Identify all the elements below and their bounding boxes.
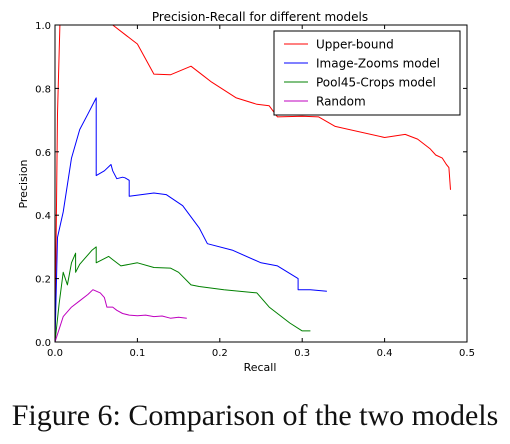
y-tick-label: 0.6 <box>35 148 51 159</box>
precision-recall-chart: Precision-Recall for different models 0.… <box>17 10 475 374</box>
y-tick-label: 0.2 <box>35 275 51 286</box>
x-tick-label: 0.2 <box>212 348 228 359</box>
legend: Upper-bound Image-Zooms model Pool45-Crops… <box>273 30 461 116</box>
legend-label-pool45-crops-model: Pool45-Crops model <box>316 76 436 90</box>
axes-frame <box>54 24 468 343</box>
y-tick-label: 0.8 <box>35 84 51 95</box>
series-line-image-zooms-model <box>55 97 327 342</box>
series-line-pool45-crops-model <box>55 246 311 342</box>
legend-label-image-zooms-model: Image-Zooms model <box>316 57 440 71</box>
x-tick-label: 0.5 <box>459 348 475 359</box>
x-axis-label: Recall <box>244 361 277 374</box>
series-line-upper-bound <box>55 25 451 342</box>
x-tick-label: 0.1 <box>129 348 145 359</box>
y-tick-label: 0.4 <box>35 211 51 222</box>
x-tick-label: 0.3 <box>294 348 310 359</box>
chart-title: Precision-Recall for different models <box>152 10 368 24</box>
legend-label-upper-bound: Upper-bound <box>316 38 394 52</box>
figure-caption: Figure 6: Comparison of the two models <box>11 399 499 432</box>
series-lines <box>55 25 451 342</box>
y-tick-label: 1.0 <box>35 21 51 32</box>
series-line-random <box>55 289 187 342</box>
y-tick-label: 0.0 <box>35 338 51 349</box>
legend-label-random: Random <box>316 95 366 109</box>
plot-area: 0.0 0.1 0.2 0.3 0.4 0.5 0.0 0.2 0.4 0.6 0.8 1.0 <box>35 21 475 359</box>
x-tick-label: 0.4 <box>377 348 393 359</box>
y-axis-label: Precision <box>17 159 30 208</box>
x-tick-label: 0.0 <box>47 348 63 359</box>
